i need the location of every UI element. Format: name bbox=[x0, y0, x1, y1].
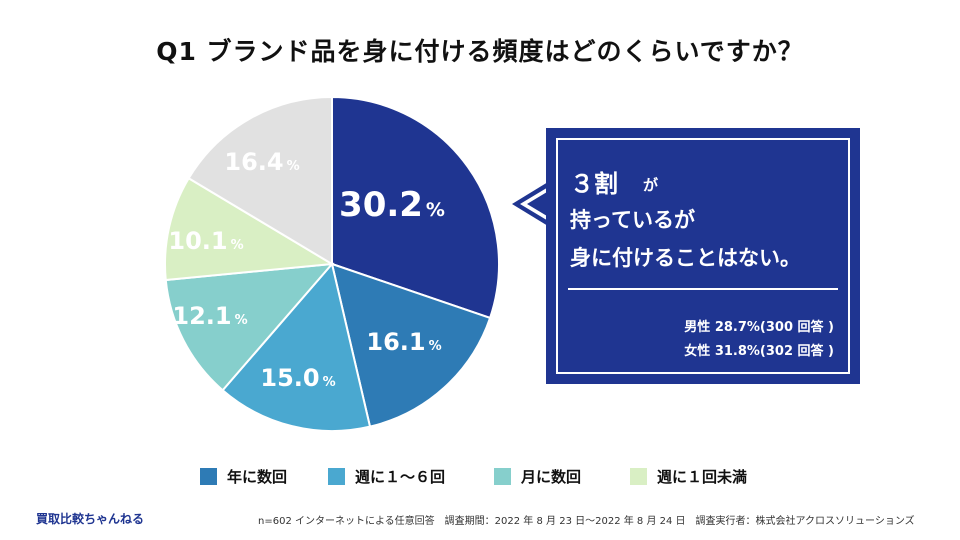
stat-female: 女性 31.8%(302 回答 ) bbox=[684, 344, 834, 359]
slice-value-label: 16.4% bbox=[224, 148, 299, 176]
survey-footnote: n=602 インターネットによる任意回答 調査期間：2022 年 8 月 23 … bbox=[258, 516, 915, 527]
legend-item: 週に１回未満 bbox=[630, 466, 747, 487]
slice-value-label: 16.1% bbox=[366, 328, 441, 356]
slice-value-label: 12.1% bbox=[172, 302, 247, 330]
callout-box: ３割 が 持っているが 身に付けることはない。 男性 28.7%(300 回答 … bbox=[546, 128, 860, 384]
brand-name: 買取比較ちゃんねる bbox=[36, 512, 145, 526]
legend-item: 年に数回 bbox=[200, 466, 287, 487]
callout-divider bbox=[568, 288, 838, 290]
callout-line-3: 身に付けることはない。 bbox=[570, 246, 801, 270]
pie-slice bbox=[330, 262, 492, 428]
legend-item: 週に１〜６回 bbox=[328, 466, 445, 487]
pie-slice bbox=[221, 261, 372, 432]
legend-item: 月に数回 bbox=[494, 466, 581, 487]
pie-slice bbox=[187, 95, 333, 266]
callout-particle: が bbox=[643, 176, 659, 194]
slice-value-label: 15.0% bbox=[260, 364, 335, 392]
slice-value-label: 10.1% bbox=[168, 227, 243, 255]
stat-male: 男性 28.7%(300 回答 ) bbox=[684, 320, 834, 335]
legend-label: 週に１〜６回 bbox=[355, 468, 446, 486]
callout-frame bbox=[556, 138, 850, 374]
legend-swatch bbox=[328, 468, 345, 485]
chart-title: Q1 ブランド品を身に付ける頻度はどのくらいですか？ bbox=[156, 37, 804, 66]
legend: 年に数回 週に１〜６回 月に数回 週に１回未満 bbox=[200, 466, 760, 490]
callout-line-2: 持っているが bbox=[570, 208, 695, 232]
legend-label: 月に数回 bbox=[521, 468, 582, 486]
callout-headline-number: ３割 bbox=[570, 170, 618, 198]
pie-slice bbox=[164, 176, 336, 282]
legend-swatch bbox=[630, 468, 647, 485]
pie-slice bbox=[164, 262, 335, 392]
legend-label: 年に数回 bbox=[227, 468, 288, 486]
slice-value-label: 30.2% bbox=[339, 185, 445, 225]
legend-label: 週に１回未満 bbox=[657, 468, 748, 486]
legend-swatch bbox=[200, 468, 217, 485]
legend-swatch bbox=[494, 468, 511, 485]
pie-slice bbox=[331, 95, 500, 320]
